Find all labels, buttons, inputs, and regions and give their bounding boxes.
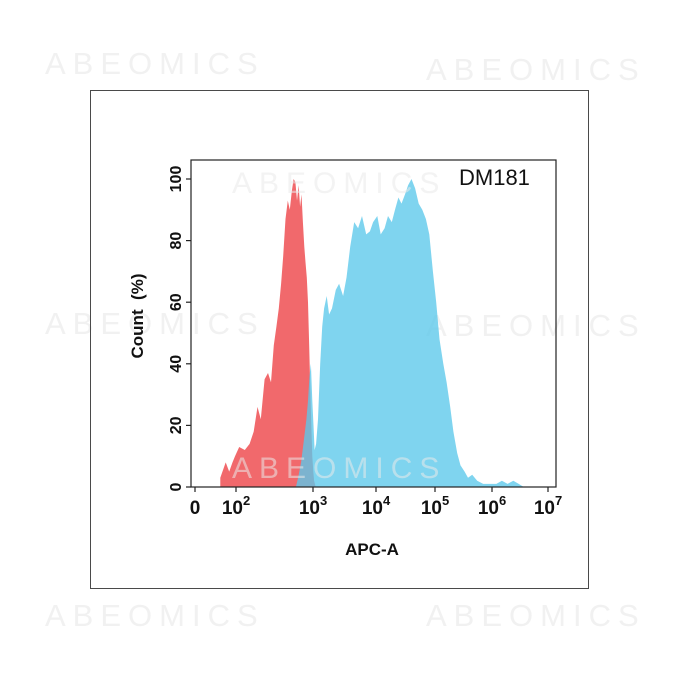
x-tick-label-2: 103 [299, 493, 327, 519]
x-tick-label-6: 107 [534, 493, 562, 519]
y-tick-label-2: 40 [168, 355, 185, 373]
chart-watermark-lower: ABEOMICS [232, 452, 446, 485]
x-tick-label-1: 102 [222, 493, 250, 519]
x-tick-label-5: 106 [478, 493, 506, 519]
y-tick-label-3: 60 [168, 293, 185, 311]
series-2-area [295, 179, 524, 487]
x-axis-label: APC-A [345, 540, 399, 559]
y-tick-label-1: 20 [168, 416, 185, 434]
x-axis-ticks: 0 102 103 104 105 106 107 [190, 487, 562, 519]
y-axis-ticks: 0 20 40 60 80 100 [168, 166, 191, 491]
watermark-mid-right: ABEOMICS [426, 308, 646, 343]
x-tick-label-0: 0 [190, 498, 201, 519]
x-tick-label-4: 105 [421, 493, 449, 519]
watermark-mid-left: ABEOMICS [45, 306, 265, 341]
watermark-bottom-left: ABEOMICS [45, 598, 265, 633]
chart-watermark: ABEOMICS [232, 167, 446, 200]
y-tick-label-5: 100 [168, 166, 185, 193]
series-layer [220, 179, 524, 487]
plot-area-border [190, 159, 557, 488]
y-tick-label-0: 0 [168, 482, 185, 491]
y-tick-label-4: 80 [168, 232, 185, 250]
watermark-top-right: ABEOMICS [426, 52, 646, 87]
y-axis-label: Count (%) [128, 274, 147, 359]
chart-title: DM181 [459, 165, 530, 190]
figure-frame [90, 90, 589, 589]
watermark-bottom-right: ABEOMICS [426, 598, 646, 633]
series-1-area [220, 179, 316, 487]
watermark-top-left: ABEOMICS [45, 46, 265, 81]
x-tick-label-3: 104 [362, 493, 391, 519]
